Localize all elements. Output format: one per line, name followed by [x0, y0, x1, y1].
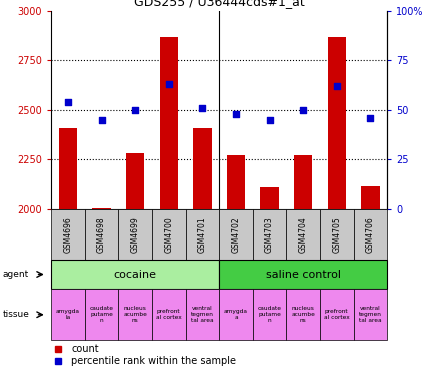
Text: nucleus
acumbe
ns: nucleus acumbe ns — [123, 306, 147, 323]
Bar — [126, 153, 145, 209]
Bar — [193, 128, 212, 209]
Text: percentile rank within the sample: percentile rank within the sample — [71, 356, 236, 366]
Bar — [118, 289, 152, 340]
Text: ventral
tegmen
tal area: ventral tegmen tal area — [191, 306, 214, 323]
Bar — [219, 209, 253, 260]
Bar — [51, 289, 85, 340]
Bar — [328, 37, 346, 209]
Point — [98, 117, 105, 123]
Bar — [85, 209, 118, 260]
Point — [333, 83, 340, 89]
Bar — [320, 289, 354, 340]
Point — [232, 111, 239, 117]
Text: saline control: saline control — [266, 269, 341, 280]
Bar — [353, 289, 387, 340]
Text: cocaine: cocaine — [113, 269, 157, 280]
Bar — [85, 289, 118, 340]
Text: GSM4702: GSM4702 — [231, 216, 240, 253]
Text: GSM4700: GSM4700 — [164, 216, 173, 253]
Text: prefront
al cortex: prefront al cortex — [156, 309, 182, 320]
Bar — [320, 209, 354, 260]
Text: GSM4704: GSM4704 — [299, 216, 307, 253]
Bar — [92, 208, 111, 209]
Bar — [51, 209, 85, 260]
Point — [266, 117, 273, 123]
Text: GSM4699: GSM4699 — [131, 216, 140, 253]
Title: GDS255 / U36444cds#1_at: GDS255 / U36444cds#1_at — [134, 0, 304, 8]
Bar — [353, 209, 387, 260]
Point — [165, 81, 172, 87]
Bar — [118, 209, 152, 260]
Bar — [59, 128, 77, 209]
Bar — [294, 155, 312, 209]
Bar — [159, 37, 178, 209]
Bar — [186, 209, 219, 260]
Point — [199, 105, 206, 111]
Text: GSM4705: GSM4705 — [332, 216, 341, 253]
Bar — [152, 289, 186, 340]
Point — [65, 99, 72, 105]
Text: nucleus
acumbe
ns: nucleus acumbe ns — [291, 306, 315, 323]
Text: caudate
putame
n: caudate putame n — [258, 306, 282, 323]
Bar — [253, 209, 287, 260]
Text: GSM4696: GSM4696 — [64, 216, 73, 253]
Bar — [260, 187, 279, 209]
Text: GSM4698: GSM4698 — [97, 216, 106, 253]
Bar — [51, 260, 219, 289]
Bar — [287, 209, 320, 260]
Bar — [219, 260, 387, 289]
Point — [299, 107, 307, 113]
Point — [367, 115, 374, 121]
Bar — [219, 289, 253, 340]
Text: count: count — [71, 344, 99, 354]
Text: tissue: tissue — [2, 310, 29, 319]
Point — [132, 107, 139, 113]
Bar — [152, 209, 186, 260]
Text: amygda
la: amygda la — [56, 309, 80, 320]
Text: amygda
a: amygda a — [224, 309, 248, 320]
Text: GSM4701: GSM4701 — [198, 216, 207, 253]
Text: GSM4703: GSM4703 — [265, 216, 274, 253]
Text: GSM4706: GSM4706 — [366, 216, 375, 253]
Text: ventral
tegmen
tal area: ventral tegmen tal area — [359, 306, 382, 323]
Bar — [287, 289, 320, 340]
Bar — [186, 289, 219, 340]
Text: agent: agent — [2, 270, 28, 279]
Text: caudate
putame
n: caudate putame n — [89, 306, 113, 323]
Bar — [253, 289, 287, 340]
Bar — [227, 155, 245, 209]
Bar — [361, 186, 380, 209]
Text: prefront
al cortex: prefront al cortex — [324, 309, 350, 320]
